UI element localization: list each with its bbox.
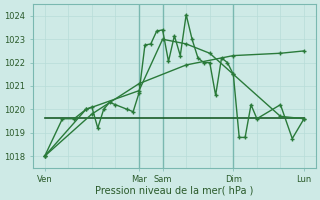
X-axis label: Pression niveau de la mer( hPa ): Pression niveau de la mer( hPa ) (95, 186, 253, 196)
